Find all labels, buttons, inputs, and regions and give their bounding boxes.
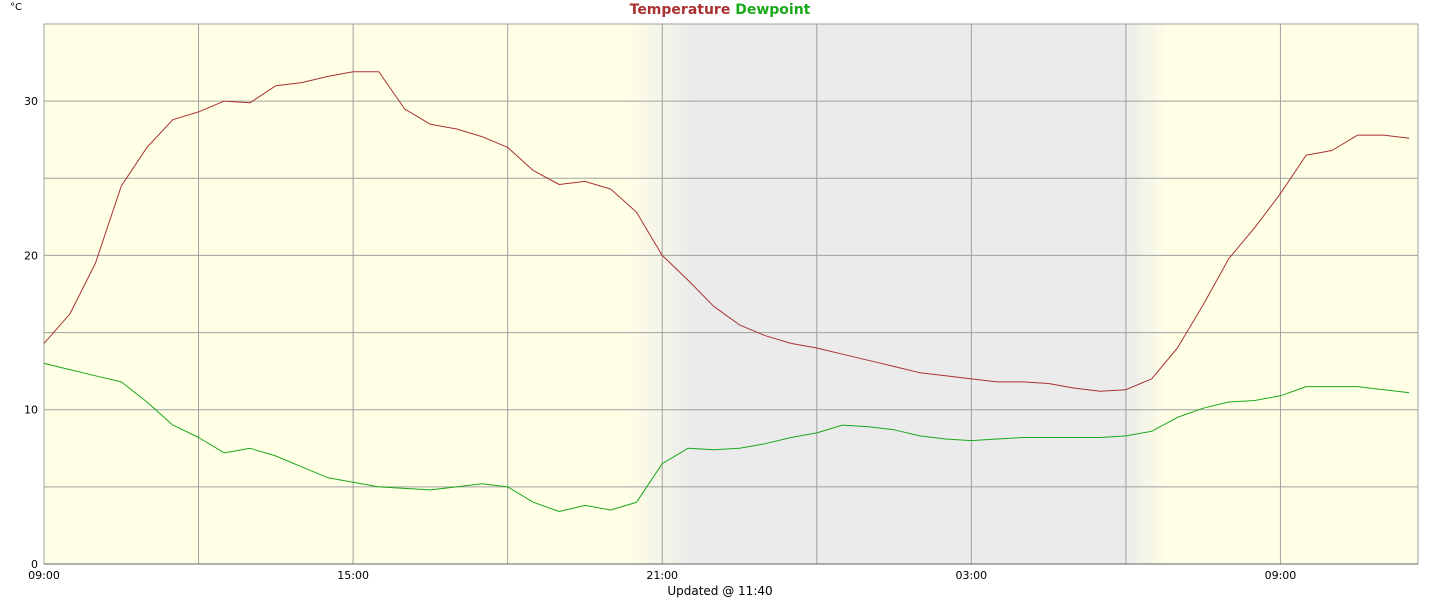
y-tick-label: 20 [24, 249, 38, 262]
series-line-dewpoint [43, 362, 1410, 512]
legend-temperature: Temperature [630, 2, 731, 18]
y-unit-label: °C [10, 2, 22, 13]
y-tick-label: 30 [24, 95, 38, 108]
x-tick-label: 03:00 [955, 569, 987, 582]
x-tick-label: 21:00 [646, 569, 678, 582]
y-axis: 0 10 20 30 [24, 95, 38, 571]
grid-lines [43, 23, 1419, 565]
y-tick-label: 0 [31, 558, 38, 571]
series-lines [43, 71, 1410, 512]
night-shading [626, 24, 1168, 564]
updated-label: Updated @ 11:40 [667, 584, 772, 598]
x-tick-label: 15:00 [337, 569, 369, 582]
legend-dewpoint: Dewpoint [735, 2, 810, 18]
series-line-temperature [43, 71, 1410, 392]
legend: Temperature Dewpoint [630, 2, 811, 18]
x-axis: 09:00 15:00 21:00 03:00 09:00 [28, 569, 1296, 582]
x-tick-label: 09:00 [1265, 569, 1297, 582]
y-tick-label: 10 [24, 404, 38, 417]
x-tick-label: 09:00 [28, 569, 60, 582]
